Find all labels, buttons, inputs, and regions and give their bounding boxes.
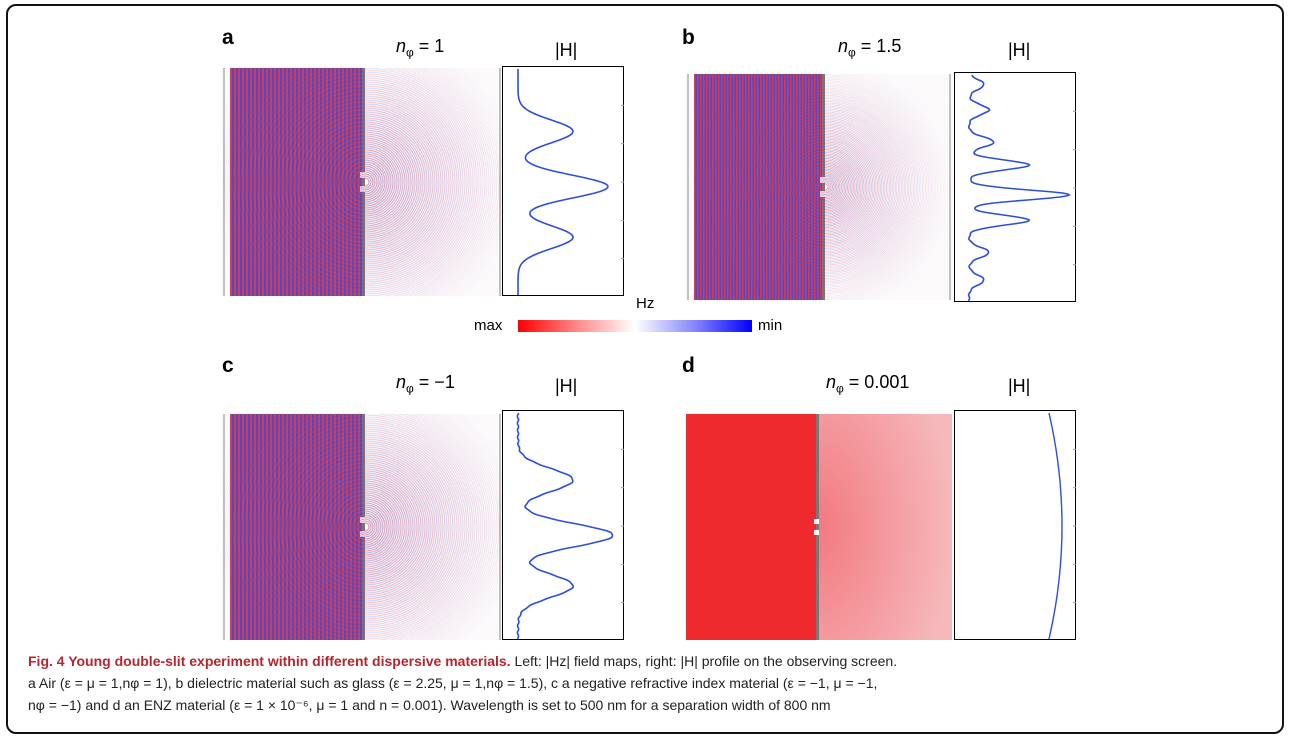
panel-a-field-map	[222, 68, 502, 296]
profile-curve	[517, 69, 624, 295]
caption-line-3: nφ = −1) and d an ENZ material (ε = 1 × …	[28, 697, 831, 713]
panel-c-field-map	[222, 414, 502, 640]
figure-caption: Fig. 4 Young double-slit experiment with…	[28, 650, 1268, 716]
colorbar-title: Hz	[636, 295, 655, 312]
panel-d-title: nφ = 0.001	[826, 372, 910, 396]
panel-label-a: a	[222, 26, 234, 49]
caption-line-1: Left: |Hz| field maps, right: |H| profil…	[510, 653, 898, 669]
colorbar-max-label: max	[474, 317, 503, 334]
panel-label-c: c	[222, 354, 234, 377]
colorbar-min-label: min	[758, 317, 783, 334]
panel-label-d: d	[682, 354, 695, 377]
panel-c-profile-title: |H|	[555, 376, 578, 396]
panel-b-field-map	[686, 74, 952, 300]
field-map-graphic	[222, 414, 502, 640]
panel-d-field-map	[686, 414, 952, 640]
panel-d-profile	[954, 410, 1076, 640]
profile-curve	[1048, 412, 1076, 640]
profile-curve	[967, 74, 1076, 302]
field-map-graphic	[686, 74, 952, 300]
panel-a-profile	[502, 66, 624, 296]
profile-curve	[516, 412, 624, 640]
panel-b-profile-title: |H|	[1008, 40, 1031, 60]
colorbar	[518, 320, 752, 332]
caption-title: Fig. 4 Young double-slit experiment with…	[28, 653, 511, 669]
field-map-graphic	[686, 414, 952, 640]
panel-c-title: nφ = −1	[396, 372, 455, 396]
panel-a-profile-title: |H|	[555, 40, 578, 60]
panel-d-profile-title: |H|	[1008, 376, 1031, 396]
caption-line-2: a Air (ε = μ = 1,nφ = 1), b dielectric m…	[28, 675, 878, 691]
field-map-graphic	[222, 68, 502, 296]
panel-c-profile	[502, 410, 624, 640]
figure-frame: a nφ = 1 |H| b nφ = 1.5 |H| Hz max min c…	[6, 4, 1284, 734]
panel-b-title: nφ = 1.5	[838, 36, 902, 60]
panel-label-b: b	[682, 26, 695, 49]
panel-b-profile	[954, 72, 1076, 302]
panel-a-title: nφ = 1	[396, 36, 445, 60]
